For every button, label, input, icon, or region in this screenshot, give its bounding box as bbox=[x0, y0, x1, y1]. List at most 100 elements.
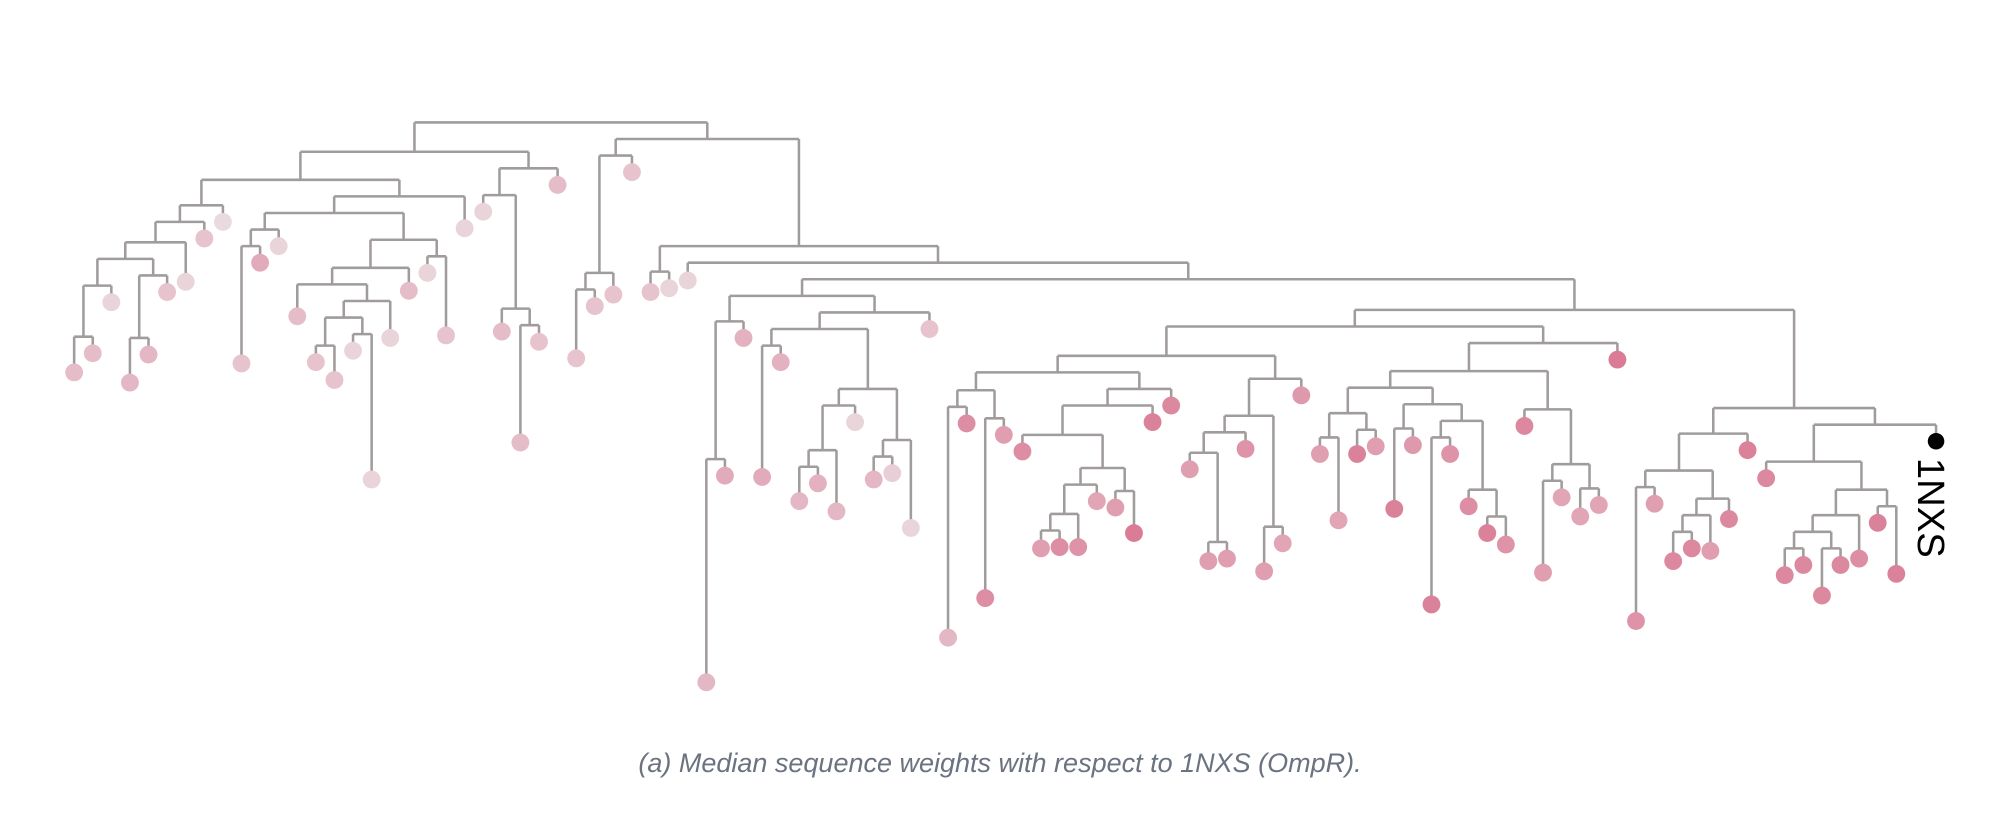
leaf-node bbox=[492, 322, 511, 341]
leaf-node bbox=[585, 297, 604, 315]
leaf-node bbox=[808, 474, 827, 493]
leaf-node bbox=[771, 353, 790, 372]
leaf-node bbox=[418, 263, 437, 282]
leaf-node bbox=[83, 344, 102, 363]
leaf-node bbox=[1255, 562, 1274, 581]
leaf-node bbox=[939, 628, 957, 647]
leaf-node bbox=[306, 353, 325, 372]
leaf-node bbox=[1273, 534, 1292, 553]
leaf-node bbox=[1292, 386, 1311, 405]
reference-label: 1NXS bbox=[1909, 458, 1952, 558]
reference-leaf-1NXS bbox=[1927, 432, 1945, 450]
leaf-node bbox=[213, 212, 232, 231]
leaf-node bbox=[1589, 496, 1608, 514]
leaf-node bbox=[1125, 524, 1143, 542]
leaf-node bbox=[1682, 539, 1701, 558]
leaf-node bbox=[1087, 492, 1106, 511]
leaf-node bbox=[1515, 417, 1534, 435]
leaf-node bbox=[269, 237, 288, 256]
leaf-node bbox=[678, 271, 697, 290]
leaf-node bbox=[548, 175, 567, 194]
leaf-node bbox=[604, 285, 623, 304]
leaf-node bbox=[474, 202, 493, 221]
leaf-node bbox=[1571, 507, 1590, 526]
leaf-node bbox=[362, 470, 381, 489]
leaves bbox=[65, 163, 1906, 692]
leaf-node bbox=[1385, 499, 1404, 518]
leaf-node bbox=[790, 492, 809, 511]
leaf-node bbox=[1496, 535, 1515, 554]
leaf-node bbox=[715, 466, 734, 485]
leaf-node bbox=[1162, 396, 1181, 415]
leaf-node bbox=[920, 320, 939, 338]
leaf-node bbox=[437, 326, 455, 345]
leaf-node bbox=[1645, 494, 1664, 513]
leaf-node bbox=[1794, 556, 1813, 574]
leaf-node bbox=[1608, 350, 1627, 369]
leaf-node bbox=[976, 589, 995, 608]
leaf-node bbox=[623, 163, 641, 182]
leaf-node bbox=[102, 293, 121, 312]
leaf-node bbox=[1348, 445, 1367, 463]
leaf-node bbox=[1366, 437, 1385, 456]
leaf-node bbox=[288, 307, 307, 326]
leaf-node bbox=[1106, 498, 1125, 517]
branches bbox=[72, 121, 1938, 683]
leaf-node bbox=[455, 219, 474, 238]
leaf-node bbox=[65, 363, 84, 382]
leaf-node bbox=[1552, 488, 1571, 507]
leaf-node bbox=[1236, 439, 1255, 458]
leaf-node bbox=[232, 354, 251, 373]
leaf-node bbox=[883, 464, 902, 483]
leaf-node bbox=[530, 332, 548, 351]
leaf-node bbox=[1534, 563, 1552, 582]
leaf-node bbox=[1850, 549, 1869, 568]
leaf-node bbox=[1422, 595, 1441, 614]
leaf-node bbox=[660, 279, 679, 298]
leaf-node bbox=[1441, 445, 1459, 463]
leaf-node bbox=[567, 349, 586, 368]
leaf-node bbox=[399, 281, 418, 300]
leaf-node bbox=[381, 329, 400, 347]
leaf-node bbox=[1775, 566, 1794, 585]
leaf-node bbox=[1720, 510, 1738, 528]
leaf-node bbox=[1050, 538, 1069, 557]
leaf-node bbox=[344, 341, 362, 360]
leaf-node bbox=[827, 502, 846, 521]
leaf-node bbox=[1664, 552, 1683, 571]
leaf-node bbox=[1310, 445, 1329, 463]
leaf-node bbox=[158, 283, 177, 301]
leaf-node bbox=[251, 253, 270, 272]
leaf-node bbox=[753, 468, 772, 486]
leaf-node bbox=[139, 345, 158, 364]
leaf-node bbox=[1813, 586, 1831, 605]
leaf-node bbox=[1143, 413, 1162, 432]
leaf-node bbox=[195, 229, 214, 248]
figure-caption: (a) Median sequence weights with respect… bbox=[638, 748, 1362, 778]
leaf-node bbox=[1459, 497, 1478, 516]
leaf-node bbox=[901, 519, 920, 537]
leaf-node bbox=[1831, 556, 1850, 574]
leaf-node bbox=[1218, 549, 1236, 568]
leaf-node bbox=[1757, 469, 1776, 488]
leaf-node bbox=[957, 414, 976, 433]
leaf-node bbox=[325, 371, 344, 389]
leaf-node bbox=[511, 433, 530, 452]
leaf-node bbox=[1701, 541, 1720, 560]
leaf-node bbox=[864, 470, 883, 489]
leaf-node bbox=[176, 272, 195, 291]
leaf-node bbox=[1478, 524, 1497, 542]
leaf-node bbox=[846, 413, 865, 432]
leaf-node bbox=[121, 373, 139, 392]
leaf-node bbox=[1403, 436, 1422, 454]
leaf-node bbox=[734, 329, 753, 347]
leaf-node bbox=[1013, 442, 1032, 461]
leaf-node bbox=[1199, 552, 1218, 571]
leaf-node bbox=[994, 425, 1013, 444]
leaf-node bbox=[1887, 564, 1906, 583]
leaf-node bbox=[1627, 612, 1645, 630]
leaf-node bbox=[1180, 460, 1199, 479]
leaf-node bbox=[1329, 511, 1348, 530]
leaf-node bbox=[1738, 441, 1757, 460]
